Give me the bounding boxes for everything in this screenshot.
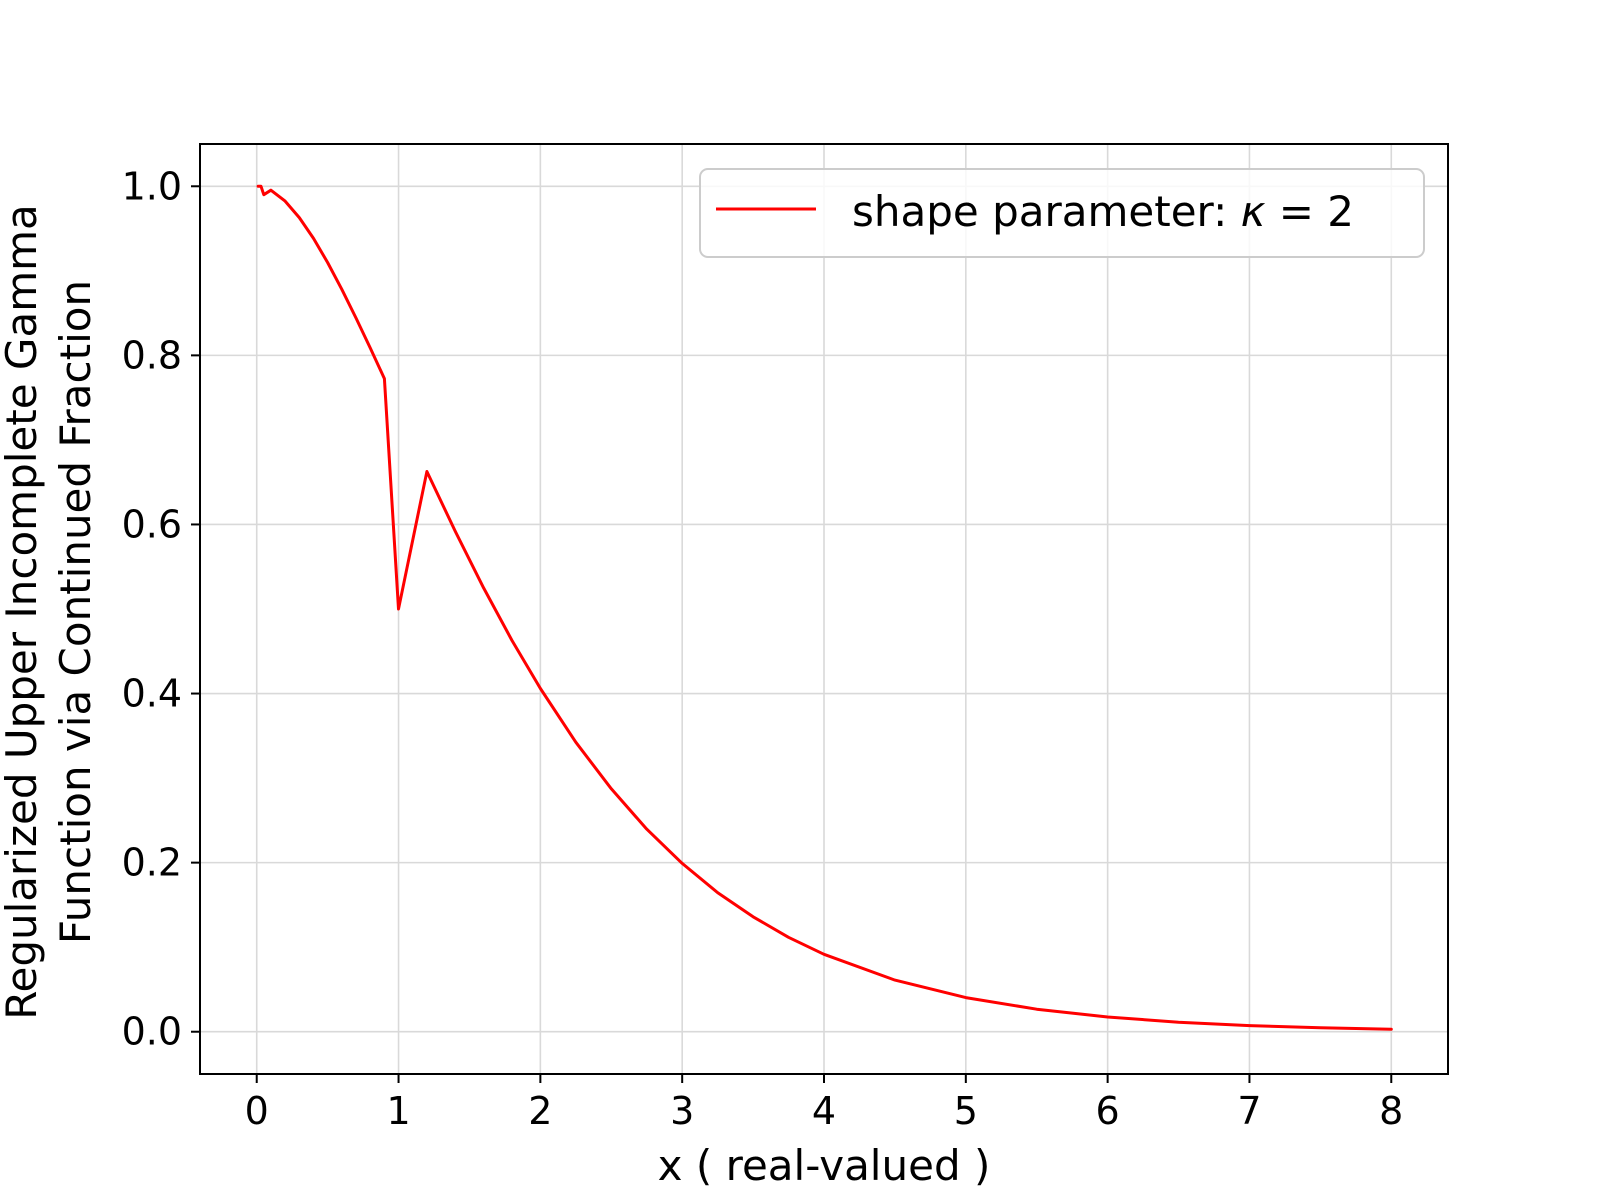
x-tick-label: 3	[670, 1089, 694, 1133]
x-tick-label: 1	[386, 1089, 410, 1133]
series-layer	[256, 184, 1393, 1031]
x-axis-label: x ( real-valued )	[658, 1141, 991, 1190]
y-tick-label: 0.6	[122, 502, 182, 546]
y-tick-label: 0.2	[122, 841, 182, 885]
y-axis-label-line2: Function via Continued Fraction	[51, 280, 100, 944]
y-tick-label: 0.4	[122, 672, 182, 716]
x-tick-label: 2	[528, 1089, 552, 1133]
grid	[200, 144, 1448, 1074]
legend-label-suffix: = 2	[1265, 187, 1354, 236]
legend-label-symbol: κ	[1241, 187, 1266, 236]
y-axis-label-line1: Regularized Upper Incomplete Gamma	[0, 204, 46, 1020]
y-tick-label: 0.8	[122, 333, 182, 377]
series-line-0	[256, 184, 1393, 1031]
ticks: 0 1 2 3 4 5 6 7 8 0.0 0.2 0.4 0.6 0.8 1.0	[122, 164, 1404, 1133]
legend: shape parameter: κ = 2	[699, 168, 1425, 258]
legend-box	[699, 168, 1425, 258]
y-tick-label: 0.0	[122, 1010, 182, 1054]
x-tick-label: 8	[1379, 1089, 1403, 1133]
x-tick-label: 0	[245, 1089, 269, 1133]
y-tick-label: 1.0	[122, 164, 182, 208]
legend-label-prefix: shape parameter:	[852, 187, 1241, 236]
legend-label: shape parameter: κ = 2	[852, 187, 1354, 236]
x-tick-label: 4	[812, 1089, 836, 1133]
x-tick-label: 7	[1237, 1089, 1261, 1133]
x-tick-label: 5	[954, 1089, 978, 1133]
x-tick-label: 6	[1096, 1089, 1120, 1133]
